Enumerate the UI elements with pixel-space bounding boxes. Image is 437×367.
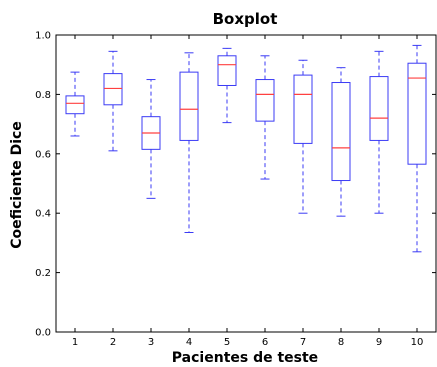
x-tick-label: 1 — [72, 337, 78, 348]
x-tick-label: 6 — [262, 337, 268, 348]
x-axis-label: Pacientes de teste — [172, 350, 318, 366]
x-tick-label: 7 — [300, 337, 306, 348]
plot-area: 0.0 0.2 0.4 0.6 0.8 1.0 1 2 3 4 5 6 7 8 9 10 — [35, 31, 437, 348]
y-tick-label: 0.8 — [35, 90, 51, 101]
box-5 — [217, 55, 237, 86]
x-tick-label: 2 — [110, 337, 116, 348]
x-tick-label: 3 — [148, 337, 154, 348]
box-6 — [255, 79, 275, 122]
y-tick-label: 0.6 — [35, 149, 51, 160]
x-tick-label: 5 — [224, 337, 230, 348]
plot-frame — [55, 34, 437, 333]
box-8 — [331, 82, 351, 182]
x-tick-label: 9 — [376, 337, 382, 348]
x-tick-label: 4 — [186, 337, 192, 348]
box-2 — [103, 73, 123, 106]
y-tick-label: 0.0 — [35, 328, 51, 339]
box-10 — [407, 62, 427, 165]
y-tick-label: 0.2 — [35, 268, 51, 279]
box-1 — [65, 95, 85, 115]
box-4 — [179, 71, 199, 141]
y-tick-label: 0.4 — [35, 209, 51, 220]
box-9 — [369, 76, 389, 141]
x-tick-label: 10 — [411, 337, 424, 348]
y-axis-label: Coeficiente Dice — [9, 121, 25, 249]
chart-title: Boxplot — [213, 10, 278, 28]
x-tick-label: 8 — [338, 337, 344, 348]
y-tick-label: 1.0 — [35, 31, 51, 42]
box-7 — [293, 74, 313, 144]
